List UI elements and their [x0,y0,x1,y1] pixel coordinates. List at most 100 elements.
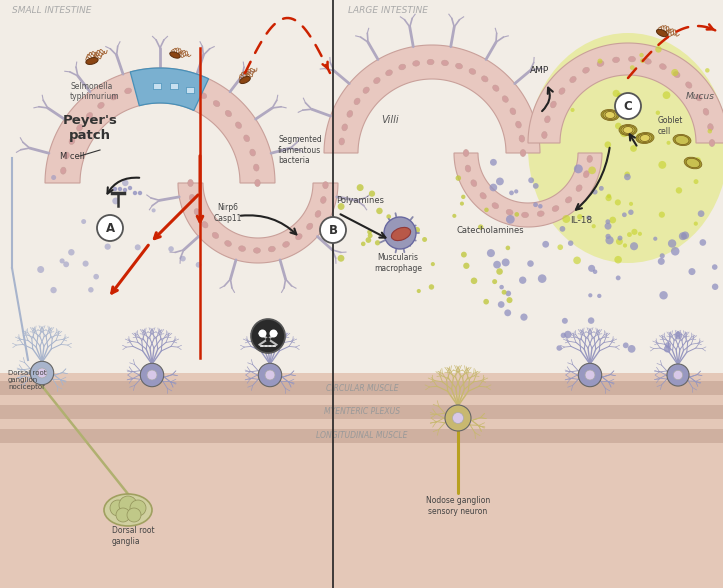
Circle shape [461,252,467,258]
Circle shape [708,129,712,133]
Polygon shape [0,0,723,373]
Ellipse shape [342,124,348,131]
Circle shape [147,370,157,380]
Circle shape [679,232,687,240]
Circle shape [140,363,163,387]
Ellipse shape [621,125,635,135]
Circle shape [564,331,572,338]
Circle shape [607,194,611,198]
Circle shape [562,318,568,324]
Ellipse shape [283,242,289,248]
Text: Villi: Villi [381,115,399,125]
Ellipse shape [492,85,499,91]
Circle shape [496,178,504,185]
Circle shape [483,299,489,305]
Circle shape [693,179,698,184]
Ellipse shape [307,223,313,229]
Circle shape [453,413,463,423]
Circle shape [180,256,186,262]
Circle shape [492,279,497,284]
Ellipse shape [570,76,576,82]
Polygon shape [0,429,723,443]
Ellipse shape [612,57,620,63]
Text: SMALL INTESTINE: SMALL INTESTINE [12,6,92,15]
Ellipse shape [583,67,589,74]
Ellipse shape [254,179,260,186]
Circle shape [502,259,510,266]
Circle shape [422,237,427,242]
Ellipse shape [64,152,69,159]
Circle shape [659,212,665,218]
Circle shape [320,217,346,243]
Ellipse shape [254,248,260,253]
Circle shape [463,263,469,269]
Ellipse shape [339,138,344,145]
Circle shape [667,141,670,145]
Circle shape [386,214,391,219]
Circle shape [138,191,142,195]
Ellipse shape [391,228,411,240]
Circle shape [356,184,364,191]
Circle shape [542,241,549,248]
Circle shape [37,368,47,378]
Circle shape [37,266,44,273]
Circle shape [560,333,566,338]
Circle shape [625,172,630,177]
Circle shape [500,285,504,289]
Circle shape [258,363,282,387]
Polygon shape [153,82,161,89]
Circle shape [659,253,664,258]
Text: Nodose ganglion
sensory neuron: Nodose ganglion sensory neuron [426,496,490,516]
Circle shape [617,236,623,240]
Circle shape [612,90,620,97]
Polygon shape [0,381,723,395]
Ellipse shape [528,33,723,263]
Circle shape [623,342,628,348]
Ellipse shape [213,232,218,239]
Circle shape [487,249,495,257]
Ellipse shape [544,116,550,123]
Circle shape [127,508,141,522]
Circle shape [270,329,278,338]
Circle shape [673,370,683,380]
Circle shape [688,268,696,275]
Circle shape [597,59,602,64]
Circle shape [533,183,539,189]
Circle shape [665,342,671,348]
Circle shape [538,275,547,283]
Circle shape [116,508,130,522]
Circle shape [615,93,641,119]
Ellipse shape [226,111,231,116]
Ellipse shape [239,246,246,252]
Circle shape [431,262,435,266]
Ellipse shape [399,64,406,70]
Circle shape [453,214,456,218]
Ellipse shape [521,212,529,218]
Circle shape [578,363,602,387]
Ellipse shape [194,209,200,215]
Circle shape [455,175,461,181]
Ellipse shape [703,108,709,115]
Circle shape [509,191,514,195]
Circle shape [484,208,489,212]
Circle shape [639,53,643,57]
Ellipse shape [603,111,617,119]
Circle shape [615,123,622,129]
Circle shape [609,216,616,223]
Ellipse shape [684,157,702,169]
Circle shape [699,239,706,246]
Ellipse shape [502,96,508,102]
Ellipse shape [124,88,132,93]
Text: Dorsal root
ganglion
nociceptor: Dorsal root ganglion nociceptor [8,370,46,390]
Ellipse shape [413,61,419,66]
Text: Muscularis
macrophage: Muscularis macrophage [374,253,422,273]
Circle shape [599,186,604,191]
Circle shape [471,278,477,284]
Circle shape [605,219,610,224]
Ellipse shape [189,195,195,201]
Ellipse shape [171,83,177,89]
Ellipse shape [213,101,220,106]
Circle shape [628,345,636,353]
Text: Nirp6
Casp11: Nirp6 Casp11 [214,203,242,223]
Ellipse shape [656,29,667,36]
